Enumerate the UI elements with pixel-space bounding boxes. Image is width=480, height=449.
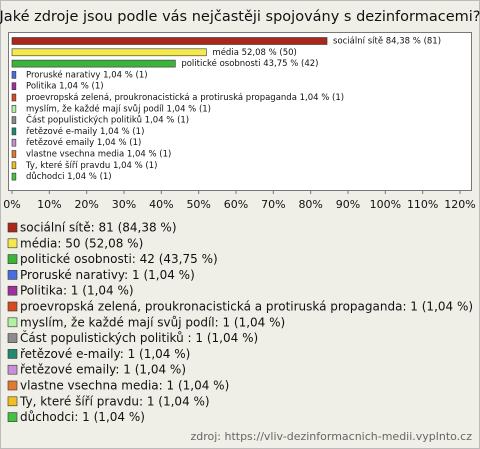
value-label: Část populistických politiků 1,04 % (1) xyxy=(26,114,189,126)
legend-label: politické osobnosti: 42 (43,75 %) xyxy=(20,252,218,266)
legend-label: Ty, které šíří pravdu: 1 (1,04 %) xyxy=(19,394,210,408)
source: zdroj: https://vliv-dezinformacnich-medi… xyxy=(190,430,472,443)
bar xyxy=(11,37,328,45)
x-tick-label: 60% xyxy=(224,198,248,211)
bar xyxy=(11,161,17,170)
bar xyxy=(11,59,176,68)
x-tick-label: 30% xyxy=(112,198,136,211)
x-tick-label: 20% xyxy=(74,198,98,211)
bar xyxy=(11,105,17,113)
bar xyxy=(11,172,17,181)
chart-title: Jaké zdroje jsou podle vás nejčastěji sp… xyxy=(0,9,480,25)
legend-swatch xyxy=(7,254,18,264)
value-label: myslím, že každé mají svůj podíl 1,04 % … xyxy=(26,103,211,114)
legend-label: Proruské narativy: 1 (1,04 %) xyxy=(20,268,195,282)
plot-frame xyxy=(8,32,472,191)
legend-swatch xyxy=(7,396,18,407)
bar xyxy=(11,82,17,90)
legend-swatch xyxy=(7,364,18,375)
x-tick-label: 100% xyxy=(370,198,401,211)
legend-label: důchodci: 1 (1,04 %) xyxy=(20,410,145,424)
bar xyxy=(11,127,17,136)
value-label: Politika 1,04 % (1) xyxy=(26,82,104,92)
legend-label: média: 50 (52,08 %) xyxy=(20,236,143,250)
legend-swatch xyxy=(7,222,18,233)
legend-label: Část populistických politiků : 1 (1,04 %… xyxy=(20,330,258,345)
legend-swatch xyxy=(7,349,18,359)
legend-label: vlastne vsechna media: 1 (1,04 %) xyxy=(20,379,229,393)
value-label: média 52,08 % (50) xyxy=(212,47,296,58)
legend-swatch xyxy=(7,412,18,422)
x-tick-label: 10% xyxy=(37,198,61,211)
bar xyxy=(11,116,17,124)
value-label: Ty, které šíří pravdu 1,04 % (1) xyxy=(25,160,157,171)
value-label: důchodci 1,04 % (1) xyxy=(26,171,112,182)
legend-label: Politika: 1 (1,04 %) xyxy=(20,284,134,298)
x-tick-label: 90% xyxy=(336,198,360,211)
legend-swatch xyxy=(7,380,18,391)
value-label: sociální sítě 84,38 % (81) xyxy=(333,37,441,47)
value-label: řetězové e-maily 1,04 % (1) xyxy=(26,126,144,137)
legend-swatch xyxy=(7,301,18,312)
bar xyxy=(11,48,207,57)
legend-label: řetězové emaily: 1 (1,04 %) xyxy=(20,363,186,377)
value-label: vlastne vsechna media 1,04 % (1) xyxy=(26,150,171,160)
x-tick-label: 110% xyxy=(407,198,438,211)
x-tick-label: 0% xyxy=(3,198,20,211)
value-label: řetězové emaily 1,04 % (1) xyxy=(26,137,141,148)
legend-label: sociální sítě: 81 (84,38 %) xyxy=(20,221,177,235)
bar xyxy=(11,138,17,147)
x-tick-label: 120% xyxy=(444,198,475,211)
x-tick-label: 70% xyxy=(261,198,285,211)
bar xyxy=(11,93,17,102)
x-tick-label: 50% xyxy=(186,198,210,211)
legend-swatch xyxy=(7,270,18,280)
value-label: Proruské narativy 1,04 % (1) xyxy=(26,69,148,80)
x-tick-label: 80% xyxy=(298,198,322,211)
legend-label: myslím, že každé mají svůj podíl: 1 (1,0… xyxy=(20,315,285,329)
value-label: politické osobnosti 43,75 % (42) xyxy=(181,58,318,69)
bar xyxy=(11,71,17,79)
bar xyxy=(11,150,17,158)
legend-swatch xyxy=(7,317,18,328)
value-label: proevropská zelená, proukronacistická a … xyxy=(26,93,344,103)
legend-swatch xyxy=(7,333,18,343)
legend-swatch xyxy=(7,285,18,296)
legend-swatch xyxy=(7,238,18,249)
x-tick-label: 40% xyxy=(149,198,173,211)
legend-label: řetězové e-maily: 1 (1,04 %) xyxy=(20,347,190,361)
legend-label: proevropská zelená, proukronacistická a … xyxy=(20,300,473,314)
